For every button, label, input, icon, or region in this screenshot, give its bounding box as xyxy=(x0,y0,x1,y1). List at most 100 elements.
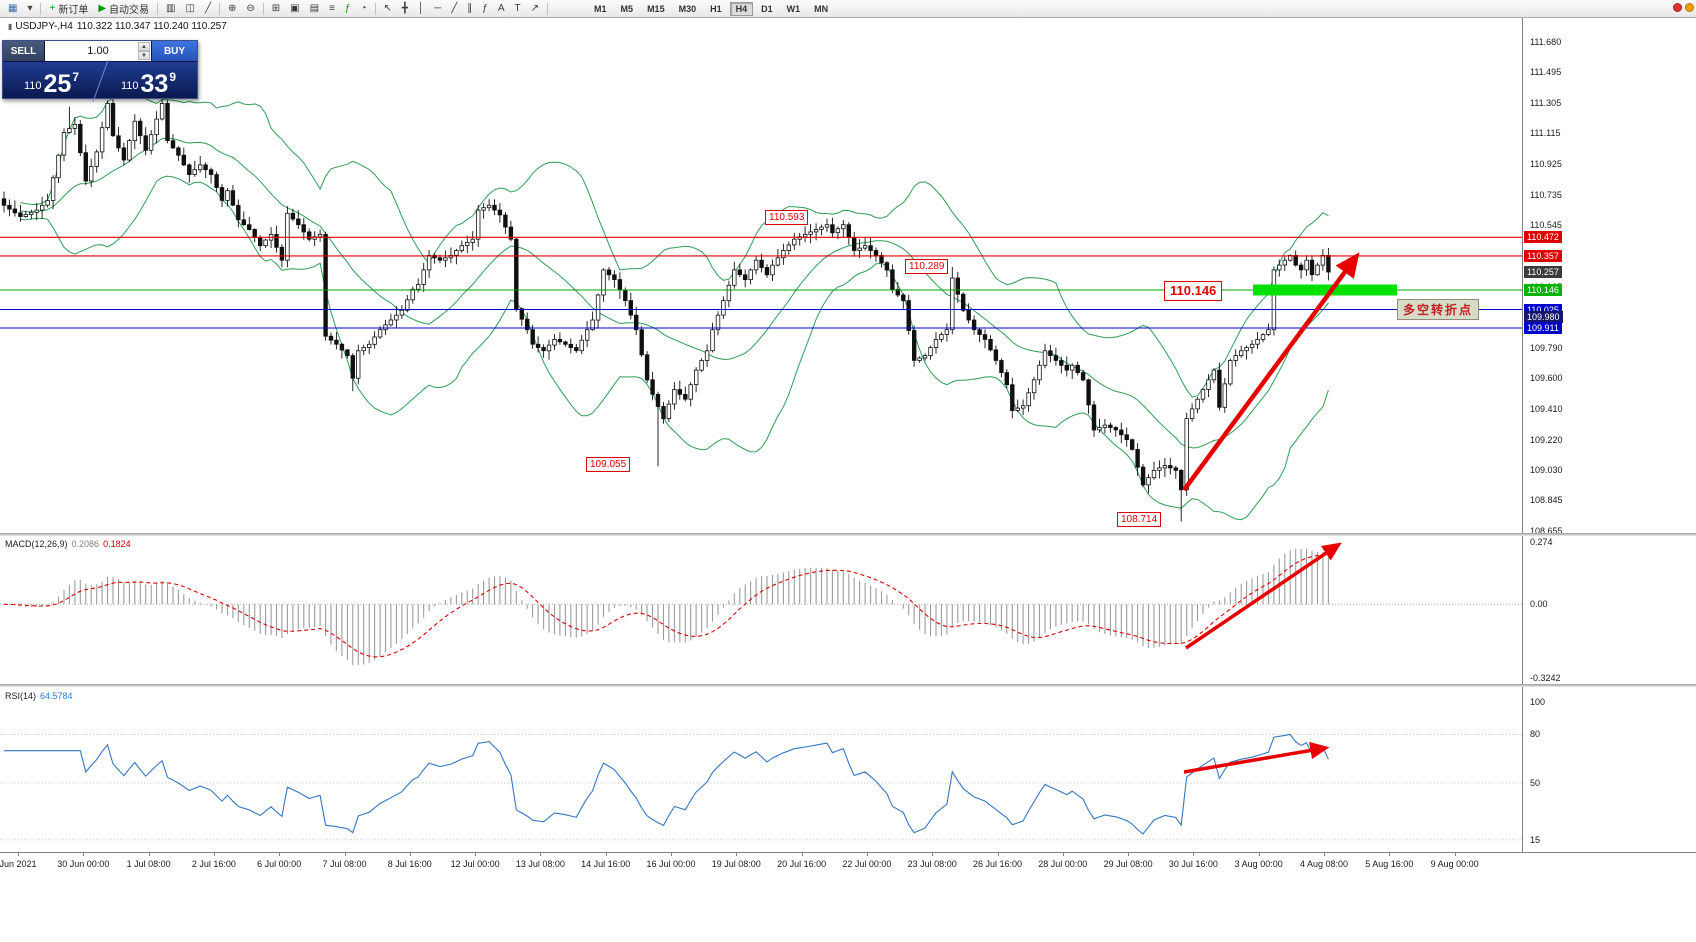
price-axis-label: 108.655 xyxy=(1530,525,1563,536)
toolbar-separator xyxy=(40,2,42,15)
channel-button[interactable]: ∥ xyxy=(462,1,477,17)
zoom-in-button[interactable]: ⊕ xyxy=(223,1,241,17)
price-axis-tag: 110.257 xyxy=(1524,266,1562,279)
timeframe-m5[interactable]: M5 xyxy=(620,3,634,14)
fibonacci-icon: ƒ xyxy=(482,2,488,14)
line-chart-icon: ╱ xyxy=(204,2,211,14)
time-tick xyxy=(279,853,281,856)
chart-list-dropdown[interactable]: ▾ xyxy=(22,1,37,17)
zoom-out-icon: ⊖ xyxy=(246,2,255,14)
indicators-icon: ƒ xyxy=(344,2,351,14)
trendline-button[interactable]: ╱ xyxy=(446,1,462,17)
horizontal-line-button[interactable]: ─ xyxy=(429,1,446,17)
volume-up-button[interactable]: ▲ xyxy=(138,42,150,51)
zoom-out-button[interactable]: ⊖ xyxy=(241,1,259,17)
panel-separator-macd[interactable] xyxy=(0,533,1696,536)
chart-ohlc: 110.322 110.347 110.240 110.257 xyxy=(76,21,227,32)
timeframe-m30[interactable]: M30 xyxy=(678,3,697,14)
toolbar-status-icons xyxy=(1673,3,1694,12)
price-axis[interactable]: 111.680 111.495 111.305 111.115 110.925 110.7… xyxy=(1522,18,1696,852)
price-axis-tag: 109.980 xyxy=(1524,310,1563,323)
macd-main-value: 0.2086 xyxy=(71,539,100,549)
arrows-button[interactable]: ↗ xyxy=(526,1,544,17)
macd-panel[interactable] xyxy=(0,536,1522,684)
vertical-line-icon: │ xyxy=(417,2,425,14)
time-label: 20 Jul 16:00 xyxy=(777,859,827,869)
time-tick xyxy=(1324,853,1325,856)
time-tick xyxy=(866,853,868,856)
rsi-panel[interactable] xyxy=(0,688,1522,852)
line-chart-button[interactable]: ╱ xyxy=(200,1,216,17)
timeframe-w1[interactable]: W1 xyxy=(786,3,801,14)
buy-button[interactable]: BUY xyxy=(151,41,197,61)
bid-price[interactable]: 110 25 7 xyxy=(3,62,100,98)
arrows-icon: ↗ xyxy=(530,2,540,14)
price-axis-label: 111.305 xyxy=(1530,97,1562,108)
time-label: 8 Jul 16:00 xyxy=(387,859,432,869)
timeframe-m15[interactable]: M15 xyxy=(647,3,665,14)
main-chart[interactable] xyxy=(0,18,1522,533)
cascade-windows-button[interactable]: ▣ xyxy=(285,1,304,17)
time-label: 7 Jul 08:00 xyxy=(322,859,367,869)
volume-stepper: ▲ ▼ xyxy=(138,42,150,60)
bid-ask-display: 110 25 7 110 33 9 xyxy=(3,60,197,102)
time-tick xyxy=(18,853,19,856)
bid-pipette: 7 xyxy=(72,70,80,84)
one-click-trading-panel: SELL 1.00 ▲ ▼ BUY 110 25 7 110 33 9 xyxy=(2,40,198,102)
new-chart-icon: ▦ xyxy=(8,2,18,14)
text-button[interactable]: A xyxy=(493,1,510,17)
rsi-scale-label: 80 xyxy=(1530,729,1541,740)
timeframe-h4[interactable]: H4 xyxy=(729,1,754,16)
bid-big-figure: 110 xyxy=(23,80,42,92)
ask-price[interactable]: 110 33 9 xyxy=(100,62,197,98)
time-tick xyxy=(213,853,215,856)
macd-name: MACD(12,26,9) xyxy=(5,539,68,549)
time-label: 22 Jul 00:00 xyxy=(842,859,892,869)
rsi-scale-label: 50 xyxy=(1530,778,1541,788)
timeframe-d1[interactable]: D1 xyxy=(761,3,773,14)
tile-windows-button[interactable]: ⊞ xyxy=(267,1,285,17)
bars-chart-icon: ▥ xyxy=(166,2,176,14)
period-button[interactable]: ◔ xyxy=(355,1,371,17)
new-order-button[interactable]: + 新订单 xyxy=(44,1,93,17)
crosshair-button[interactable]: ╋ xyxy=(397,1,413,17)
volume-down-button[interactable]: ▼ xyxy=(138,51,150,60)
time-tick xyxy=(148,853,150,856)
time-label: 29 Jul 08:00 xyxy=(1103,859,1153,869)
candles-chart-button[interactable]: ◫ xyxy=(180,1,199,17)
timeframe-m1[interactable]: M1 xyxy=(594,3,607,14)
autotrade-button[interactable]: ▶ 自动交易 xyxy=(93,1,154,17)
time-tick xyxy=(83,853,85,856)
fibonacci-button[interactable]: ƒ xyxy=(477,1,493,17)
time-axis[interactable]: Jun 2021 30 Jun 00:00 1 Jul 08:00 2 Jul 16:… xyxy=(0,852,1696,874)
price-axis-tag: 109.911 xyxy=(1524,321,1562,334)
templates-button[interactable]: ▤ xyxy=(305,1,324,17)
bars-chart-button[interactable]: ▥ xyxy=(161,1,180,17)
cursor-button[interactable]: ↖ xyxy=(379,1,397,17)
autotrade-button-label: 自动交易 xyxy=(109,5,150,16)
new-chart-button[interactable]: ▦ xyxy=(3,1,22,17)
toolbar-separator xyxy=(218,2,220,15)
macd-label-row: MACD(12,26,9) 0.2086 0.1824 xyxy=(5,539,135,549)
macd-scale-label: -0.3242 xyxy=(1530,673,1561,684)
macd-signal-value: 0.1824 xyxy=(103,539,131,549)
timeframe-h1[interactable]: H1 xyxy=(710,3,722,14)
ask-pipette: 9 xyxy=(169,70,177,84)
volume-input[interactable]: 1.00 ▲ ▼ xyxy=(45,41,151,61)
panel-separator-rsi[interactable] xyxy=(0,684,1696,687)
time-tick xyxy=(671,853,672,856)
label-button[interactable]: T xyxy=(510,1,526,17)
templates-icon: ▤ xyxy=(309,2,320,14)
indicators-button[interactable]: ƒ xyxy=(340,1,356,17)
vertical-line-button[interactable]: │ xyxy=(413,1,429,17)
time-tick xyxy=(1454,853,1456,856)
sell-button[interactable]: SELL xyxy=(3,41,45,61)
status-red-dot xyxy=(1673,3,1682,12)
macd-scale-label: 0.274 xyxy=(1530,536,1553,547)
channel-icon: ∥ xyxy=(467,2,473,14)
objects-list-icon: ≡ xyxy=(329,2,335,14)
timeframe-mn[interactable]: MN xyxy=(814,3,829,14)
objects-list-button[interactable]: ≡ xyxy=(324,1,340,17)
new-order-icon: + xyxy=(49,2,56,14)
zoom-in-icon: ⊕ xyxy=(227,2,237,14)
